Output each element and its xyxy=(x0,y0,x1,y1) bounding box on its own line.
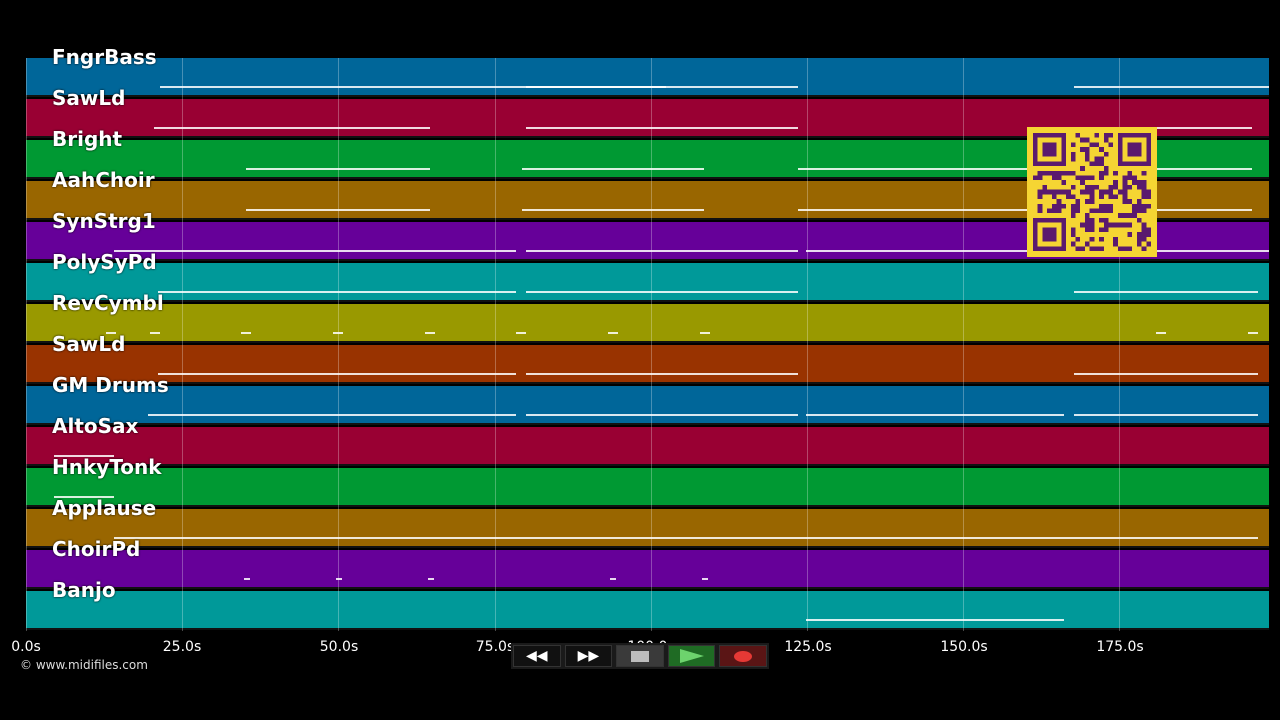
grid-line xyxy=(651,58,652,631)
note-segment xyxy=(428,578,434,580)
track-label: SynStrg1 xyxy=(52,209,156,233)
transport-controls: ◀◀ ▶▶ xyxy=(511,643,769,669)
track-label: Banjo xyxy=(52,578,116,602)
note-segment xyxy=(1074,373,1258,375)
track-label: Bright xyxy=(52,127,123,151)
stop-icon xyxy=(630,650,649,662)
note-segment xyxy=(158,373,516,375)
note-segment xyxy=(158,291,516,293)
note-segment xyxy=(54,496,114,498)
note-segment xyxy=(522,168,704,170)
track-label: AltoSax xyxy=(52,414,139,438)
note-segment xyxy=(522,209,704,211)
track-lane xyxy=(26,591,1269,630)
note-segment xyxy=(244,578,250,580)
time-tick-label: 0.0s xyxy=(11,639,41,655)
note-segment xyxy=(1074,127,1252,129)
grid-line xyxy=(495,58,496,631)
note-segment xyxy=(526,414,798,416)
time-tick-label: 150.0s xyxy=(940,639,988,655)
track-lane xyxy=(26,58,1269,97)
grid-line xyxy=(338,58,339,631)
note-segment xyxy=(148,414,516,416)
note-segment xyxy=(150,332,160,334)
note-segment xyxy=(526,127,798,129)
note-segment xyxy=(54,455,114,457)
note-segment xyxy=(246,209,430,211)
rewind-icon: ◀◀ xyxy=(526,648,548,664)
track-label: Applause xyxy=(52,496,157,520)
track-label: PolySyPd xyxy=(52,250,157,274)
note-segment xyxy=(1074,86,1269,88)
track-lane xyxy=(26,386,1269,425)
track-label: AahChoir xyxy=(52,168,155,192)
note-segment xyxy=(160,86,666,88)
stop-button[interactable] xyxy=(616,645,664,667)
grid-line xyxy=(26,58,27,631)
note-segment xyxy=(526,250,798,252)
track-label: ChoirPd xyxy=(52,537,141,561)
track-lane xyxy=(26,427,1269,466)
time-tick-label: 125.0s xyxy=(784,639,832,655)
record-button[interactable] xyxy=(719,645,767,667)
note-segment xyxy=(700,332,710,334)
time-tick-label: 175.0s xyxy=(1096,639,1144,655)
fast-forward-icon: ▶▶ xyxy=(577,648,600,664)
rewind-button[interactable]: ◀◀ xyxy=(513,645,561,667)
note-segment xyxy=(1248,332,1258,334)
note-segment xyxy=(1074,414,1258,416)
qr-code xyxy=(1027,127,1157,257)
grid-line xyxy=(182,58,183,631)
track-label: SawLd xyxy=(52,332,126,356)
note-segment xyxy=(806,619,1064,621)
note-segment xyxy=(336,578,342,580)
note-segment xyxy=(333,332,343,334)
note-segment xyxy=(526,86,798,88)
note-segment xyxy=(106,332,116,334)
time-tick-label: 75.0s xyxy=(475,639,515,655)
note-segment xyxy=(114,250,516,252)
track-label: HnkyTonk xyxy=(52,455,162,479)
grid-line xyxy=(963,58,964,631)
note-segment xyxy=(1074,291,1258,293)
note-segment xyxy=(114,537,1258,539)
grid-line xyxy=(807,58,808,631)
note-segment xyxy=(241,332,251,334)
grid-line xyxy=(1119,58,1120,631)
time-tick-label: 25.0s xyxy=(162,639,202,655)
note-segment xyxy=(516,332,526,334)
track-lane xyxy=(26,468,1269,507)
play-icon xyxy=(679,649,704,663)
track-label: SawLd xyxy=(52,86,126,110)
note-segment xyxy=(526,373,798,375)
track-lane xyxy=(26,509,1269,548)
note-segment xyxy=(798,168,1252,170)
note-segment xyxy=(425,332,435,334)
record-icon xyxy=(734,650,753,662)
note-segment xyxy=(702,578,708,580)
fast-forward-button[interactable]: ▶▶ xyxy=(564,645,613,667)
copyright-text: © www.midifiles.com xyxy=(20,658,148,672)
note-segment xyxy=(798,209,1252,211)
track-label: FngrBass xyxy=(52,45,157,69)
track-lane xyxy=(26,304,1269,343)
note-segment xyxy=(246,168,430,170)
note-segment xyxy=(526,291,798,293)
qr-code-icon xyxy=(1033,133,1151,251)
track-label: GM Drums xyxy=(52,373,169,397)
note-segment xyxy=(806,414,1064,416)
note-segment xyxy=(154,127,430,129)
track-lane xyxy=(26,263,1269,302)
track-lane xyxy=(26,550,1269,589)
track-lane xyxy=(26,345,1269,384)
note-segment xyxy=(610,578,616,580)
time-tick-label: 50.0s xyxy=(319,639,359,655)
track-label: RevCymbl xyxy=(52,291,164,315)
note-segment xyxy=(608,332,618,334)
note-segment xyxy=(1156,332,1166,334)
play-button[interactable] xyxy=(667,645,716,667)
